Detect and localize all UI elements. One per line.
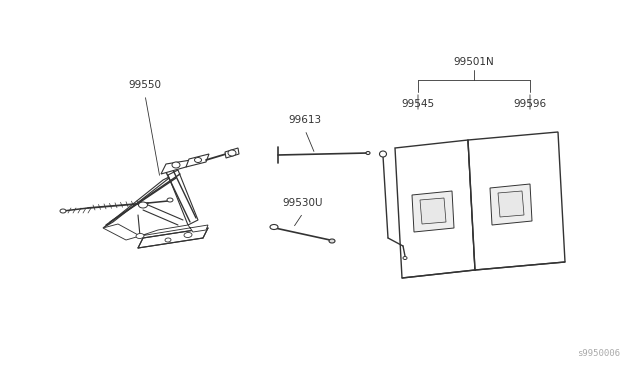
Text: 99545: 99545 xyxy=(401,99,435,109)
Text: s9950006: s9950006 xyxy=(577,349,620,358)
Ellipse shape xyxy=(136,234,144,238)
Text: 99530U: 99530U xyxy=(283,198,323,208)
Ellipse shape xyxy=(366,151,370,154)
Polygon shape xyxy=(490,184,532,225)
Text: 99501N: 99501N xyxy=(454,57,494,67)
Polygon shape xyxy=(103,175,173,228)
Polygon shape xyxy=(186,154,209,167)
Ellipse shape xyxy=(167,198,173,202)
Ellipse shape xyxy=(184,232,192,237)
Ellipse shape xyxy=(270,224,278,230)
Polygon shape xyxy=(138,228,208,248)
Ellipse shape xyxy=(60,209,66,213)
Polygon shape xyxy=(420,198,446,224)
Ellipse shape xyxy=(380,151,387,157)
Ellipse shape xyxy=(403,257,407,260)
Ellipse shape xyxy=(138,202,147,208)
Ellipse shape xyxy=(165,238,171,242)
Polygon shape xyxy=(161,160,191,174)
Text: 99596: 99596 xyxy=(513,99,547,109)
Polygon shape xyxy=(103,224,140,240)
Ellipse shape xyxy=(195,157,202,163)
Polygon shape xyxy=(140,225,208,236)
Polygon shape xyxy=(412,191,454,232)
Polygon shape xyxy=(168,170,198,225)
Text: 99550: 99550 xyxy=(129,80,161,90)
Polygon shape xyxy=(468,132,565,270)
Text: 99613: 99613 xyxy=(289,115,321,125)
Ellipse shape xyxy=(172,162,180,168)
Ellipse shape xyxy=(228,150,236,156)
Polygon shape xyxy=(395,140,475,278)
Ellipse shape xyxy=(329,239,335,243)
Polygon shape xyxy=(498,191,524,217)
Polygon shape xyxy=(225,148,239,158)
